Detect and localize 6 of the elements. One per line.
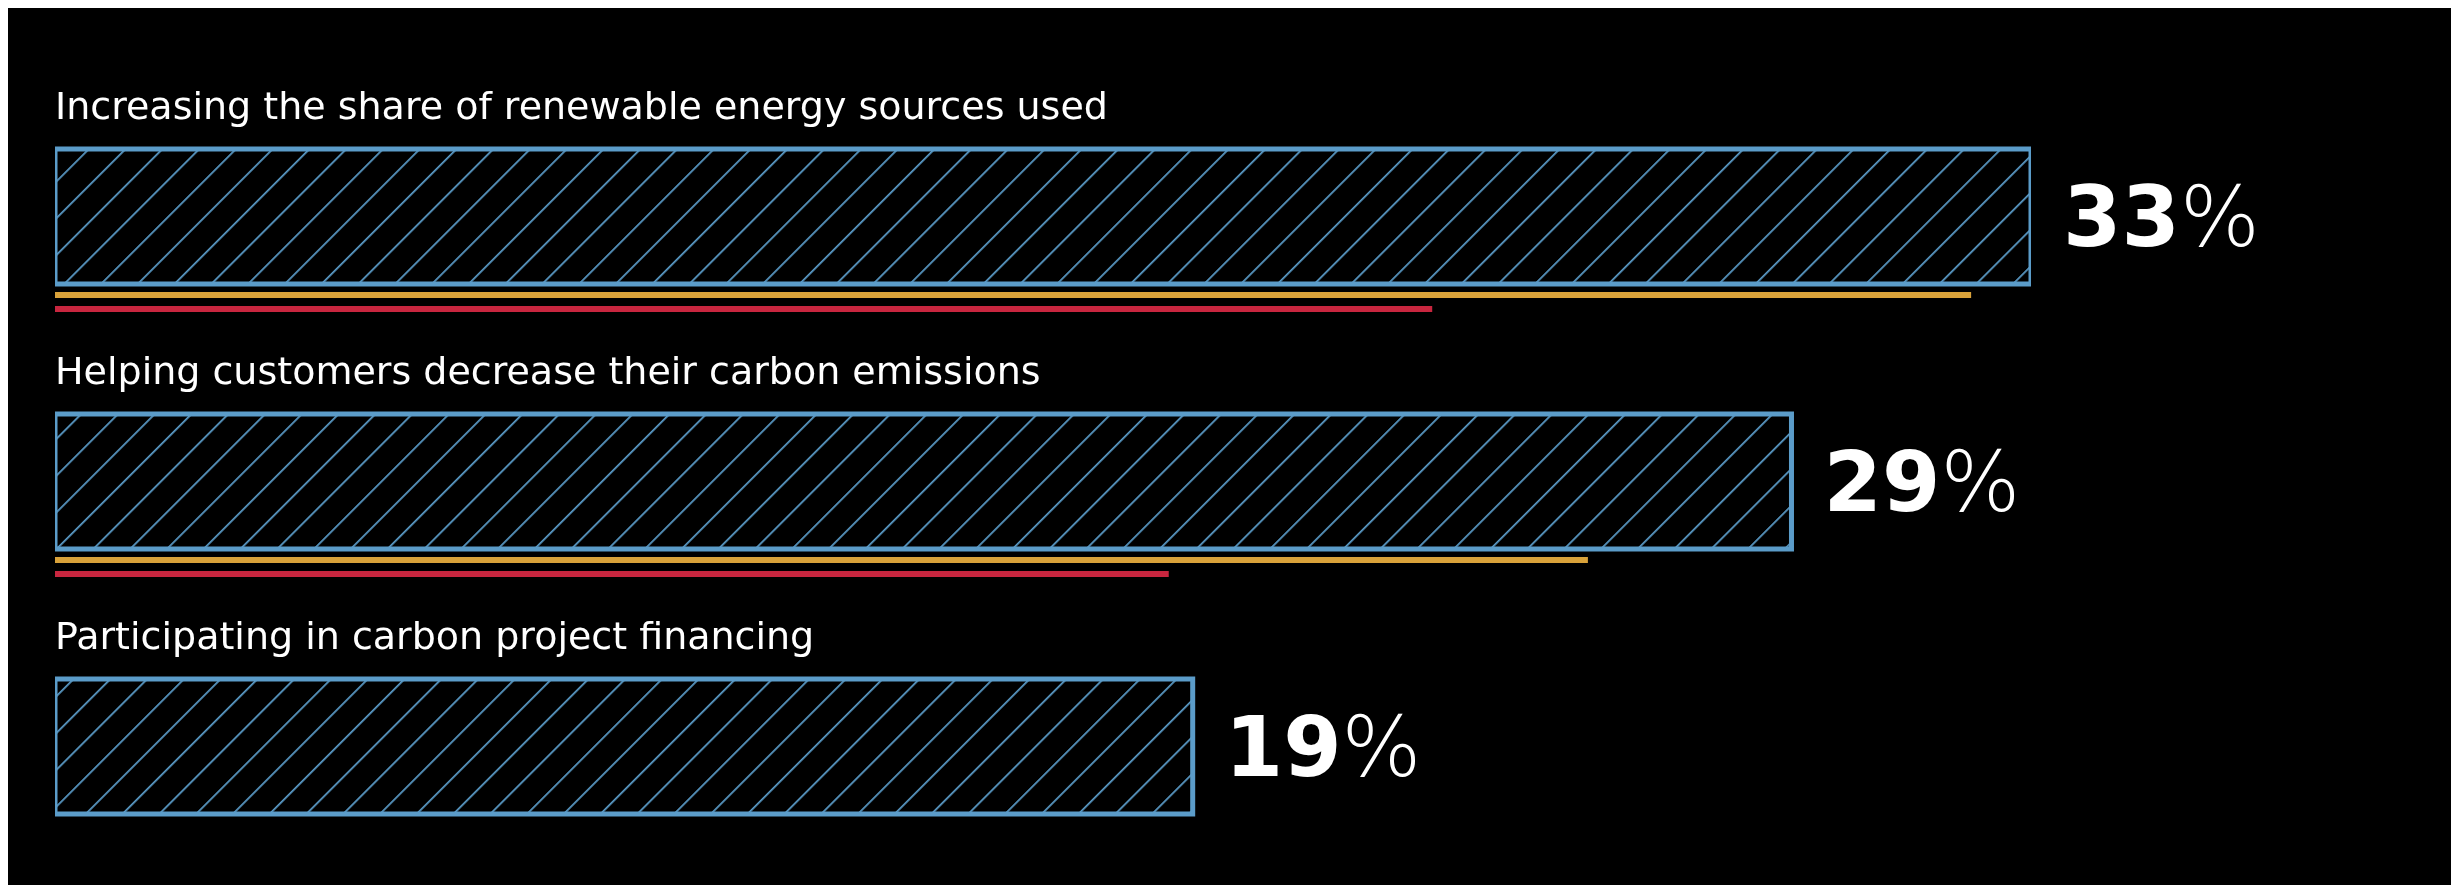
y-tick-label: Increasing the share of renewable energy sources used bbox=[55, 84, 1108, 128]
y-tick-label: Participating in carbon project financing bbox=[55, 614, 815, 658]
data-label: 19% bbox=[1224, 697, 1422, 796]
data-label: 29% bbox=[1823, 432, 2021, 531]
y-tick-label: Helping customers decrease their carbon emissions bbox=[55, 349, 1041, 393]
data-label: 33% bbox=[2063, 167, 2260, 266]
